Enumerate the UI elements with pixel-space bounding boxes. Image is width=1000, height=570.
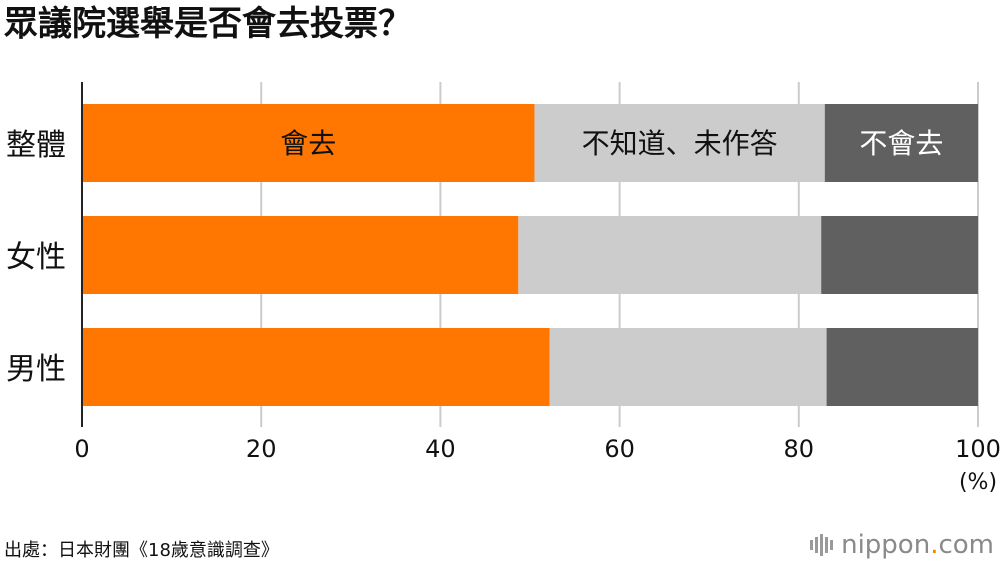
- logo-tld: com: [938, 530, 994, 560]
- x-tick-label: 100: [955, 435, 1000, 463]
- category-label: 整體: [6, 128, 66, 163]
- chart-title: 眾議院選舉是否會去投票？: [4, 4, 412, 44]
- x-tick-label: 60: [604, 435, 635, 463]
- series-label: 不會去: [859, 127, 943, 160]
- source-note: 出處：日本財團《18歲意識調查》: [4, 540, 279, 561]
- x-tick-label: 40: [425, 435, 456, 463]
- x-tick-label: 0: [74, 435, 89, 463]
- bar-segment: [82, 216, 519, 294]
- x-tick-label: 20: [246, 435, 277, 463]
- bar-segment: [518, 216, 822, 294]
- bar-segment: [82, 328, 550, 406]
- nippon-logo: nippon. com: [810, 530, 994, 560]
- series-label: 不知道、未作答: [582, 127, 778, 160]
- bar-segment: [534, 104, 825, 182]
- bar-segment: [549, 328, 827, 406]
- category-label: 男性: [6, 352, 66, 387]
- logo-dot: .: [930, 530, 939, 560]
- category-label: 女性: [6, 240, 66, 275]
- logo-bars-icon: [810, 534, 834, 556]
- bar-segment: [82, 104, 535, 182]
- x-unit-label: (%): [959, 470, 997, 495]
- x-tick-label: 80: [784, 435, 815, 463]
- series-label: 會去: [280, 127, 336, 160]
- bar-segment: [824, 104, 978, 182]
- bar-segment: [821, 216, 978, 294]
- bar-segment: [826, 328, 978, 406]
- logo-name: nippon: [841, 530, 931, 560]
